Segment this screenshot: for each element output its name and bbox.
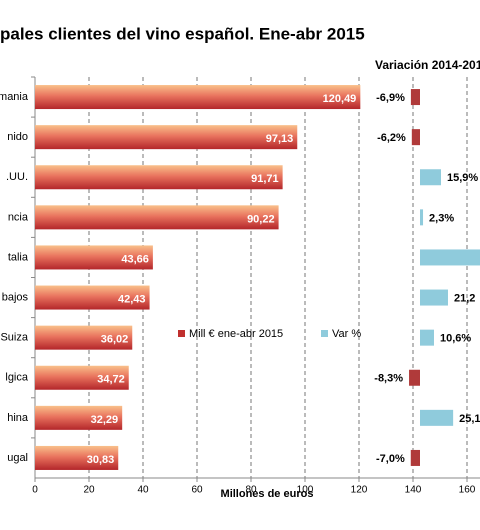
y-tick-label: ncia [8,211,29,223]
variation-label: 21,2 [454,292,475,304]
x-tick-label: 60 [191,485,203,496]
variation-label: -6,2% [377,132,406,144]
variation-label: 25,1 [459,413,480,425]
bar [35,445,119,470]
variation-label: 15,9% [447,172,478,184]
bar [35,205,279,230]
bar [35,85,361,110]
legend-label: Var % [332,328,361,340]
value-label: 32,29 [91,414,119,426]
variation-label: 10,6% [440,333,471,345]
value-label: 42,43 [118,293,146,305]
y-tick-label: bajos [2,291,29,303]
variation-label: -7,0% [376,453,405,465]
y-tick-label: nido [7,131,28,143]
variation-bar [420,409,454,426]
legend-swatch [178,330,185,337]
x-tick-label: 20 [83,485,95,496]
value-label: 120,49 [323,93,357,105]
value-label: 91,71 [251,173,279,185]
variation-bar [420,329,434,346]
bar [35,405,123,430]
bar [35,325,133,350]
variation-label: -6,9% [376,92,405,104]
value-label: 97,13 [266,133,294,145]
x-tick-label: 80 [245,485,257,496]
subtitle: Variación 2014-201 [375,58,480,72]
y-tick-label: lgica [5,372,29,384]
variation-label: 2,3% [429,212,454,224]
variation-bar [410,89,420,106]
bar [35,165,283,190]
legend-label: Mill € ene-abr 2015 [189,328,283,340]
variation-bar [411,129,420,146]
variation-bar [410,449,420,466]
x-axis-label: Millones de euros [221,488,314,500]
bar [35,245,153,270]
y-tick-label: hina [7,412,29,424]
variation-bar [420,289,448,306]
value-label: 30,83 [87,454,115,466]
variation-bar [420,249,480,266]
y-tick-label: ugal [7,452,28,464]
x-tick-label: 100 [297,485,314,496]
value-label: 34,72 [97,374,125,386]
y-tick-label: Suiza [0,332,28,344]
variation-bar [420,209,424,226]
x-tick-label: 140 [405,485,422,496]
bar [35,365,129,390]
variation-bar [420,169,441,186]
x-tick-label: 120 [351,485,368,496]
value-label: 36,02 [101,334,129,346]
x-tick-label: 160 [459,485,476,496]
value-label: 90,22 [247,213,275,225]
value-label: 43,66 [121,253,149,265]
legend-swatch [321,330,328,337]
y-tick-label: talia [8,251,29,263]
x-tick-label: 40 [137,485,149,496]
y-tick-label: .UU. [6,171,28,183]
bar [35,125,298,150]
variation-label: -8,3% [374,373,403,385]
x-tick-label: 0 [32,485,38,496]
variation-bar [409,369,420,386]
y-tick-label: mania [0,91,29,103]
bar [35,285,150,310]
chart-title: pales clientes del vino español. Ene-abr… [0,24,365,43]
